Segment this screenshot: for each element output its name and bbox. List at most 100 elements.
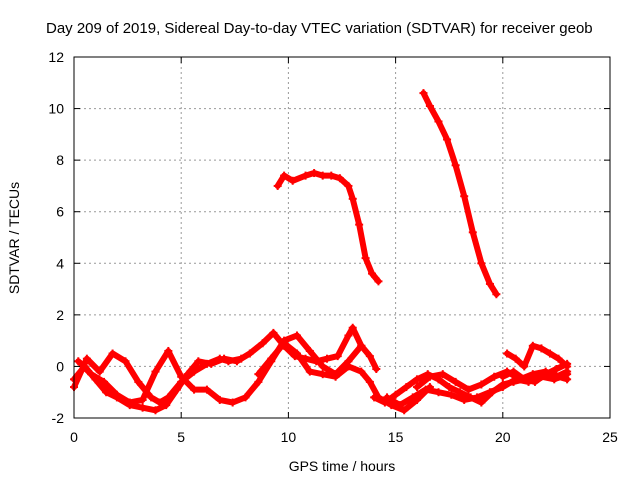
data-point — [447, 390, 456, 399]
data-point — [292, 349, 301, 358]
data-point — [355, 220, 364, 229]
data-point — [361, 254, 370, 263]
x-axis-label: GPS time / hours — [289, 458, 396, 474]
tick-layer: 0 5 10 15 20 25 -2 0 2 4 6 8 10 12 — [48, 49, 618, 445]
data-point — [305, 367, 314, 376]
data-point — [503, 349, 512, 358]
x-tick-label: 25 — [602, 429, 618, 445]
x-tick-label: 5 — [177, 429, 185, 445]
data-point — [87, 370, 96, 379]
x-tick-label: 20 — [495, 429, 511, 445]
data-point — [498, 372, 507, 381]
data-point — [445, 383, 454, 392]
data-point — [333, 352, 342, 361]
data-point — [357, 341, 366, 350]
data-point — [164, 346, 173, 355]
data-point — [138, 395, 147, 404]
data-point — [438, 370, 447, 379]
data-point — [322, 354, 331, 363]
data-point — [301, 171, 310, 180]
data-point — [147, 393, 156, 402]
data-point — [254, 377, 263, 386]
data-point — [327, 171, 336, 180]
data-point — [162, 401, 171, 410]
data-point — [228, 398, 237, 407]
data-point — [335, 174, 344, 183]
data-point — [318, 370, 327, 379]
data-point — [443, 135, 452, 144]
data-point — [138, 403, 147, 412]
data-point — [288, 176, 297, 185]
data-point — [552, 365, 561, 374]
y-tick-label: 6 — [56, 204, 64, 220]
data-point — [357, 367, 366, 376]
data-point — [183, 370, 192, 379]
data-point — [273, 181, 282, 190]
data-point — [207, 359, 216, 368]
data-point — [473, 393, 482, 402]
data-point — [434, 388, 443, 397]
data-point — [468, 228, 477, 237]
data-point — [292, 331, 301, 340]
data-point — [318, 362, 327, 371]
data-point — [477, 398, 486, 407]
data-point — [370, 393, 379, 402]
data-point — [554, 372, 563, 381]
y-tick-label: 8 — [56, 152, 64, 168]
y-tick-label: 4 — [56, 255, 64, 271]
data-point — [460, 395, 469, 404]
data-point — [125, 398, 134, 407]
data-point — [102, 388, 111, 397]
data-point — [434, 117, 443, 126]
data-point — [464, 385, 473, 394]
data-point — [194, 357, 203, 366]
data-point — [477, 259, 486, 268]
data-point — [108, 349, 117, 358]
data-point — [202, 385, 211, 394]
series-low-3 — [75, 332, 365, 406]
data-point — [402, 383, 411, 392]
data-point — [425, 101, 434, 110]
data-point — [460, 192, 469, 201]
data-point — [451, 161, 460, 170]
data-point — [380, 398, 389, 407]
y-axis-label: SDTVAR / TECUs — [6, 182, 22, 294]
series-high-arc-1 — [274, 170, 382, 285]
data-point — [509, 367, 518, 376]
data-point — [100, 377, 109, 386]
data-point — [267, 354, 276, 363]
data-point — [563, 375, 572, 384]
data-point — [310, 169, 319, 178]
data-point — [383, 393, 392, 402]
data-point — [498, 383, 507, 392]
data-point — [537, 344, 546, 353]
data-point — [395, 401, 404, 410]
data-point — [344, 331, 353, 340]
data-point — [372, 365, 381, 374]
data-point — [419, 89, 428, 98]
data-point — [305, 346, 314, 355]
y-tick-label: 0 — [56, 358, 64, 374]
x-tick-label: 10 — [281, 429, 297, 445]
data-point — [455, 388, 464, 397]
data-point — [348, 323, 357, 332]
data-point — [425, 372, 434, 381]
data-point — [151, 406, 160, 415]
y-tick-label: 12 — [48, 49, 64, 65]
data-point — [520, 362, 529, 371]
plot-frame — [73, 56, 611, 419]
data-point — [368, 269, 377, 278]
data-point — [344, 181, 353, 190]
data-point — [318, 171, 327, 180]
data-point — [374, 277, 383, 286]
chart-title: Day 209 of 2019, Sidereal Day-to-day VTE… — [46, 20, 593, 37]
data-layer — [70, 89, 572, 415]
data-point — [391, 390, 400, 399]
data-point — [421, 385, 430, 394]
data-point — [190, 385, 199, 394]
data-point — [215, 395, 224, 404]
data-point — [365, 377, 374, 386]
data-point — [258, 339, 267, 348]
data-point — [528, 370, 537, 379]
